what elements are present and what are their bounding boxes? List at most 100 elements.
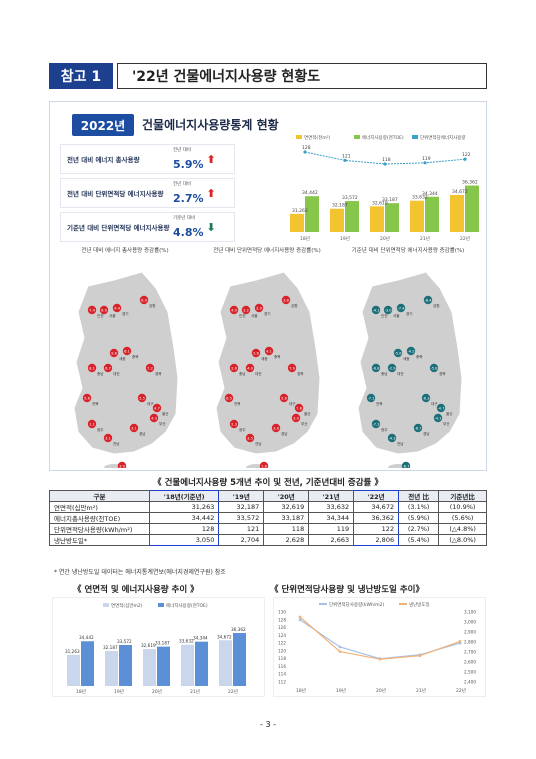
region-value: -5.8 (430, 367, 438, 371)
table-cell: 128 (148, 523, 220, 535)
left-chart-panel: 연면적(십만m2) 에너지사용량(천TOE) 31,263 34,442 18년 32,1… (52, 597, 265, 697)
y-left-tick: 122 (278, 641, 286, 646)
y-left-tick: 128 (278, 617, 286, 622)
region-name: 강원 (291, 303, 298, 308)
region-marker (287, 363, 297, 373)
region-marker (396, 303, 406, 313)
region-value: -4.7 (437, 407, 444, 411)
region-value: 6.5 (226, 397, 232, 401)
region-marker (129, 423, 139, 433)
region-marker (109, 348, 119, 358)
year-label: 22년 (460, 235, 470, 242)
table-row: 단위면적당사용량(kWh/m²) 128 121 118 119 122 (2.7%) (△4… (49, 523, 487, 535)
region-value: 3.8 (283, 299, 289, 303)
kpi-value: 4.8% (173, 225, 204, 239)
region-marker (99, 305, 109, 315)
year-label: 19년 (340, 235, 350, 242)
region-name: 울산 (304, 411, 311, 416)
y-left-tick: 114 (278, 672, 286, 677)
region-value: -4.1 (434, 417, 441, 421)
legend-swatch (319, 603, 327, 605)
x-tick-label: 20년 (152, 688, 162, 695)
table-cell: 연면적(십만m²) (49, 501, 150, 513)
kpi-value: 5.9% (173, 157, 204, 171)
region-marker (117, 461, 127, 468)
region-marker (87, 419, 97, 429)
region-name: 경기 (122, 311, 129, 316)
table-cell: (10.9%) (438, 501, 487, 513)
bar-energy (465, 185, 479, 232)
y-right-tick: 2,400 (464, 680, 476, 685)
region-value: -8.4 (424, 299, 432, 303)
left-chart-title: 《 연면적 및 에너지사용량 추이 》 (73, 585, 199, 595)
legend-swatch (412, 135, 418, 139)
region-marker (103, 433, 113, 443)
bar-energy (305, 196, 319, 232)
line-label: 118 (382, 157, 391, 163)
header-cell: '19년 (218, 490, 265, 502)
region-name: 경북 (155, 371, 162, 376)
table-cell: 단위면적당사용량(kWh/m²) (49, 523, 150, 535)
y-right-tick: 3,000 (464, 620, 476, 625)
table-cell: 2,628 (263, 534, 310, 546)
region-value: 3.1 (131, 427, 137, 431)
kpi-sub: 기준년 대비 (173, 215, 196, 221)
legend-swatch (354, 135, 360, 139)
region-value: -3.0 (384, 309, 392, 313)
region-value: 6.7 (105, 367, 111, 371)
region-marker (245, 433, 255, 443)
table-row: 냉난방도일* 3,050 2,704 2,628 2,663 2,806 (5.4%) (△8… (49, 534, 487, 546)
region-name: 전북 (92, 401, 99, 406)
region-name: 전북 (376, 401, 383, 406)
region-value: -2.9 (388, 367, 396, 371)
bar-energy (345, 201, 359, 232)
x-tick-label: 20년 (376, 687, 386, 694)
year-label: 21년 (420, 235, 430, 242)
korea-map: -4.1인천-3.0서울-7.4경기-8.4강원-5.6세종-4.2충북-6.8… (357, 271, 463, 468)
table-cell: 33,632 (308, 501, 355, 513)
legend-swatch (103, 603, 109, 607)
region-name: 대전 (113, 371, 120, 376)
y-left-tick: 118 (278, 656, 286, 661)
section-title-text: '22년 건물에너지사용량 현황도 (132, 69, 321, 85)
region-name: 충남 (381, 371, 388, 376)
legend-label: 연면적(십만m2) (111, 602, 143, 609)
line-series (299, 619, 461, 660)
year-label: 18년 (300, 235, 310, 242)
region-value: 6.1 (124, 350, 130, 354)
region-name: 충남 (239, 371, 246, 376)
table-cell: 32,187 (218, 501, 265, 513)
region-name: 충북 (416, 354, 423, 359)
table-cell: 34,442 (148, 512, 220, 524)
table-cell: (5.9%) (398, 512, 440, 524)
region-name: 울산 (162, 411, 169, 416)
bar-value-label: 33,632 (179, 639, 194, 644)
y-left-tick: 130 (278, 610, 286, 615)
kpi-sub: 전년 대비 (173, 147, 191, 153)
table-cell: 냉난방도일* (49, 534, 150, 546)
region-value: 2.6 (231, 367, 237, 371)
bar (81, 641, 94, 686)
kpi-sub: 전년 대비 (173, 181, 191, 187)
legend-label: 단위면적당사용량(kWh/m2) (329, 601, 385, 608)
y-right-tick: 3,100 (464, 610, 476, 615)
table-cell: 31,263 (148, 501, 220, 513)
region-name: 경기 (406, 311, 413, 316)
bar-label: 33,187 (382, 197, 398, 203)
bar-label: 31,263 (292, 208, 308, 214)
header-cell: '20년 (263, 490, 310, 502)
region-value: 3.1 (105, 437, 111, 441)
region-marker (229, 305, 239, 315)
bar-value-label: 34,672 (217, 634, 232, 639)
region-name: 충남 (97, 371, 104, 376)
region-marker (429, 363, 439, 373)
region-name: 대구 (431, 401, 438, 406)
region-name: 전남 (397, 441, 404, 446)
region-value: 9.8 (111, 352, 117, 356)
section-tag: 참고 1 (49, 63, 113, 89)
bar-energy (385, 203, 399, 232)
table-cell: (5.6%) (438, 512, 487, 524)
region-value: -4.3 (388, 437, 395, 441)
region-name: 전북 (234, 401, 241, 406)
x-tick-label: 21년 (416, 687, 426, 694)
